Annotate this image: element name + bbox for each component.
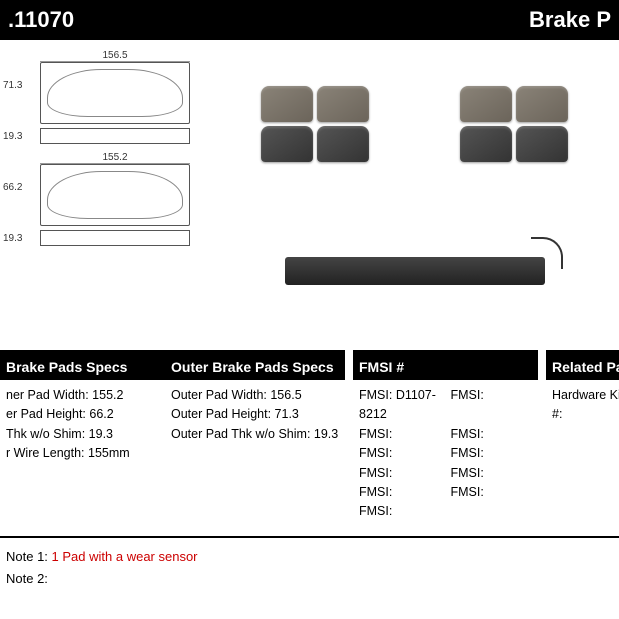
- photo-set-front: [225, 60, 405, 188]
- inner-spec-row: er Pad Height: 66.2: [6, 405, 159, 424]
- fmsi-row: FMSI:: [359, 425, 441, 444]
- technical-diagrams: 156.5 71.3 19.3 155.2 66.2 19.3: [5, 50, 205, 345]
- fmsi-row: FMSI:: [359, 483, 441, 502]
- specs-area: Brake Pads Specs ner Pad Width: 155.2 er…: [0, 350, 619, 528]
- outer-specs-header: Outer Brake Pads Specs: [165, 354, 345, 380]
- fmsi-header: FMSI #: [353, 354, 538, 380]
- outer-spec-row: Outer Pad Height: 71.3: [171, 405, 339, 424]
- related-header: Related Par: [546, 354, 619, 380]
- note-1-text: 1 Pad with a wear sensor: [52, 549, 198, 564]
- images-area: 156.5 71.3 19.3 155.2 66.2 19.3: [0, 40, 619, 350]
- inner-specs-header: Brake Pads Specs: [0, 354, 165, 380]
- photo-side-view: [225, 208, 604, 336]
- inner-spec-row: ner Pad Width: 155.2: [6, 386, 159, 405]
- fmsi-row: FMSI:: [451, 483, 533, 502]
- fmsi-row: FMSI:: [451, 386, 533, 425]
- outer-spec-row: Outer Pad Thk w/o Shim: 19.3: [171, 425, 339, 444]
- inner-width-dim: 155.2: [40, 152, 190, 164]
- fmsi-row: FMSI:: [451, 464, 533, 483]
- header-bar: .11070 Brake P: [0, 0, 619, 40]
- inner-specs-col: Brake Pads Specs ner Pad Width: 155.2 er…: [0, 350, 165, 528]
- inner-pad-diagram: 155.2 66.2 19.3: [5, 152, 205, 246]
- outer-pad-diagram: 156.5 71.3 19.3: [5, 50, 205, 144]
- outer-thk-dim: 19.3: [3, 131, 22, 142]
- inner-thk-dim: 19.3: [3, 233, 22, 244]
- fmsi-row: FMSI:: [451, 425, 533, 444]
- fmsi-row: FMSI:: [359, 464, 441, 483]
- product-photos: [215, 50, 614, 345]
- inner-spec-row: r Wire Length: 155mm: [6, 444, 159, 463]
- related-row: Hardware Kit #:: [552, 386, 619, 425]
- note-2: Note 2:: [6, 568, 613, 590]
- outer-spec-row: Outer Pad Width: 156.5: [171, 386, 339, 405]
- fmsi-row: FMSI: D1107-8212: [359, 386, 441, 425]
- product-type: Brake P: [529, 7, 611, 33]
- outer-width-dim: 156.5: [40, 50, 190, 62]
- inner-height-dim: 66.2: [3, 182, 22, 193]
- related-col: Related Par Hardware Kit #:: [546, 350, 619, 528]
- fmsi-col: FMSI # FMSI: D1107-8212 FMSI: FMSI: FMSI…: [353, 350, 538, 528]
- notes-section: Note 1: 1 Pad with a wear sensor Note 2:: [0, 536, 619, 598]
- photo-set-rear: [425, 60, 605, 188]
- outer-specs-col: Outer Brake Pads Specs Outer Pad Width: …: [165, 350, 345, 528]
- fmsi-row: FMSI:: [359, 502, 441, 521]
- fmsi-row: FMSI:: [359, 444, 441, 463]
- inner-spec-row: Thk w/o Shim: 19.3: [6, 425, 159, 444]
- fmsi-row: FMSI:: [451, 444, 533, 463]
- part-number: .11070: [8, 7, 74, 33]
- note-1: Note 1: 1 Pad with a wear sensor: [6, 546, 613, 568]
- outer-height-dim: 71.3: [3, 80, 22, 91]
